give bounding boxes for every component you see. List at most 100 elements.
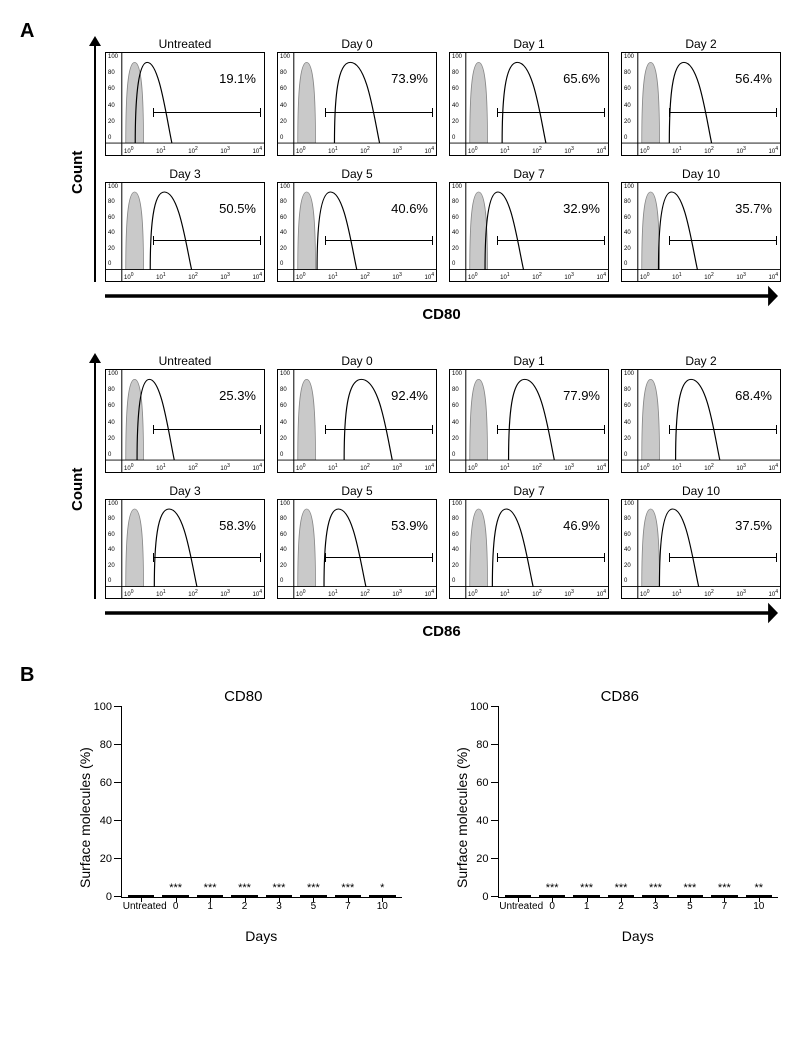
histogram-title: Day 0: [278, 37, 436, 51]
error-cap: [274, 895, 284, 896]
y-tick-label: 60: [100, 777, 112, 789]
error-cap: [513, 895, 523, 896]
flow-histogram: Day 268.4%100806040200100101102103104: [621, 369, 781, 473]
error-cap: [616, 895, 626, 896]
histogram-percent: 40.6%: [391, 201, 428, 216]
flow-histogram: Day 177.9%100806040200100101102103104: [449, 369, 609, 473]
bar-column: ***7: [335, 895, 361, 897]
significance-marker: ***: [580, 882, 593, 894]
significance-marker: ***: [204, 882, 217, 894]
panel-a: Count Untreated19.1%10080604020010010110…: [20, 20, 778, 670]
bar-y-label: Surface molecules (%): [77, 747, 93, 888]
flow-block: Count Untreated25.3%10080604020010010110…: [75, 353, 778, 640]
figure-root: A Count Untreated19.1%100806040200100101…: [20, 20, 778, 944]
histogram-percent: 46.9%: [563, 518, 600, 533]
bar-column: ***0: [539, 895, 565, 897]
bar-x-label: 0: [534, 901, 571, 912]
y-tick: [491, 782, 499, 783]
x-axis-label: CD86: [105, 623, 778, 640]
bar-x-label: 10: [740, 901, 777, 912]
bar-y-label: Surface molecules (%): [454, 747, 470, 888]
bar-plot-area: 020406080100Untreated***0***1***2***3***…: [498, 707, 779, 898]
significance-marker: ***: [169, 882, 182, 894]
gate-marker: [669, 112, 776, 113]
histogram-percent: 25.3%: [219, 388, 256, 403]
histogram-title: Day 10: [622, 167, 780, 181]
histogram-title: Untreated: [106, 37, 264, 51]
bar-x-label: 1: [568, 901, 605, 912]
histogram-percent: 58.3%: [219, 518, 256, 533]
histogram-title: Day 1: [450, 354, 608, 368]
error-cap: [240, 895, 250, 896]
error-cap: [205, 895, 215, 896]
histogram-title: Day 2: [622, 37, 780, 51]
gate-marker: [153, 112, 260, 113]
histogram-percent: 73.9%: [391, 71, 428, 86]
histogram-title: Day 10: [622, 484, 780, 498]
histogram-title: Untreated: [106, 354, 264, 368]
gate-marker: [669, 240, 776, 241]
flow-histogram: Day 540.6%100806040200100101102103104: [277, 182, 437, 282]
histogram-percent: 37.5%: [735, 518, 772, 533]
bar-x-label: Untreated: [123, 901, 160, 912]
bar-x-axis-label: Days: [498, 928, 779, 944]
gate-marker: [497, 557, 604, 558]
histogram-title: Day 5: [278, 484, 436, 498]
error-cap: [343, 895, 353, 896]
flow-histogram: Untreated19.1%10080604020010010110210310…: [105, 52, 265, 156]
histogram-percent: 35.7%: [735, 201, 772, 216]
gate-marker: [669, 429, 776, 430]
flow-histogram: Day 358.3%100806040200100101102103104: [105, 499, 265, 599]
histogram-percent: 50.5%: [219, 201, 256, 216]
bar-x-label: Untreated: [499, 901, 536, 912]
bar-x-axis-label: Days: [121, 928, 402, 944]
significance-marker: ***: [307, 882, 320, 894]
y-tick-label: 0: [106, 891, 112, 903]
flow-histogram: Day 092.4%100806040200100101102103104: [277, 369, 437, 473]
bar-column: ***0: [162, 895, 188, 897]
bar-x-label: 10: [364, 901, 401, 912]
significance-marker: ***: [683, 882, 696, 894]
flow-histogram: Day 746.9%100806040200100101102103104: [449, 499, 609, 599]
significance-marker: **: [755, 882, 764, 894]
bar-column: ***1: [573, 895, 599, 897]
histogram-title: Day 7: [450, 167, 608, 181]
bar-column: ***2: [231, 895, 257, 897]
panel-b: CD80Surface molecules (%)020406080100Unt…: [85, 688, 778, 944]
y-tick: [491, 820, 499, 821]
significance-marker: ***: [615, 882, 628, 894]
bars-area: Untreated***0***1***2***3***5***7**10: [499, 707, 779, 897]
y-tick-label: 100: [470, 701, 488, 713]
bar-chart: CD86Surface molecules (%)020406080100Unt…: [462, 688, 779, 944]
y-tick: [491, 706, 499, 707]
significance-marker: ***: [273, 882, 286, 894]
bar-column: ***7: [711, 895, 737, 897]
error-cap: [308, 895, 318, 896]
histogram-title: Day 1: [450, 37, 608, 51]
flow-grid: Untreated25.3%10080604020010010110210310…: [105, 353, 778, 599]
flow-histogram: Untreated25.3%10080604020010010110210310…: [105, 369, 265, 473]
x-axis-label: CD80: [105, 306, 778, 323]
y-axis-arrow: [89, 353, 101, 640]
gate-marker: [497, 429, 604, 430]
histogram-percent: 32.9%: [563, 201, 600, 216]
significance-marker: *: [380, 882, 384, 894]
y-tick: [491, 744, 499, 745]
significance-marker: ***: [546, 882, 559, 894]
bar-x-label: 5: [671, 901, 708, 912]
histogram-title: Day 7: [450, 484, 608, 498]
error-cap: [650, 895, 660, 896]
error-cap: [547, 895, 557, 896]
bars-area: Untreated***0***1***2***3***5***7*10: [122, 707, 402, 897]
histogram-percent: 68.4%: [735, 388, 772, 403]
bar-x-label: 2: [226, 901, 263, 912]
histogram-percent: 65.6%: [563, 71, 600, 86]
bar-column: ***5: [677, 895, 703, 897]
y-tick: [491, 858, 499, 859]
y-tick-label: 40: [476, 815, 488, 827]
y-tick-label: 100: [94, 701, 112, 713]
histogram-percent: 92.4%: [391, 388, 428, 403]
y-tick-label: 40: [100, 815, 112, 827]
histogram-percent: 19.1%: [219, 71, 256, 86]
y-tick-label: 20: [100, 853, 112, 865]
